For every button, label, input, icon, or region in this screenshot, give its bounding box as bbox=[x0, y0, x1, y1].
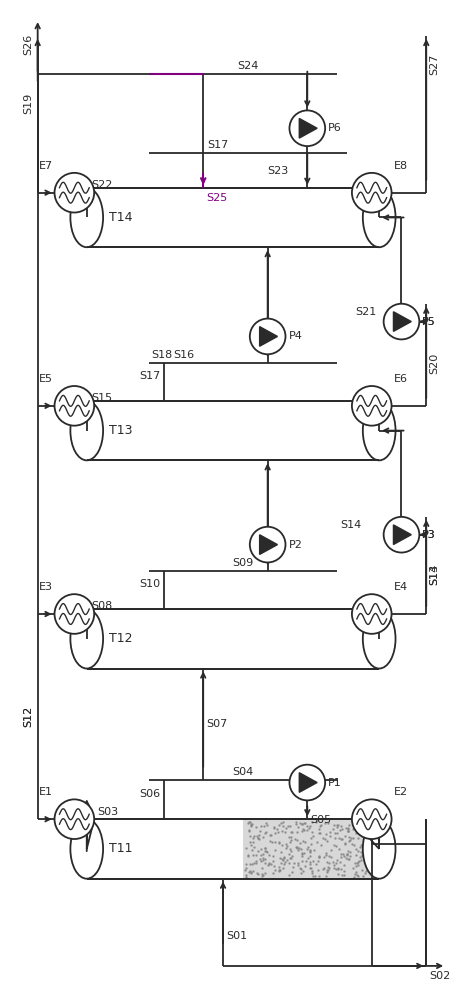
Text: E6: E6 bbox=[394, 374, 408, 384]
Circle shape bbox=[250, 319, 286, 354]
Text: S12: S12 bbox=[24, 706, 34, 727]
Bar bbox=[87, 819, 379, 879]
Circle shape bbox=[54, 173, 94, 213]
Text: S08: S08 bbox=[92, 601, 113, 611]
Text: P6: P6 bbox=[328, 123, 342, 133]
Text: S14: S14 bbox=[340, 520, 362, 530]
Text: E7: E7 bbox=[39, 161, 53, 171]
Text: E4: E4 bbox=[394, 582, 408, 592]
Text: T14: T14 bbox=[109, 211, 133, 224]
Ellipse shape bbox=[363, 609, 395, 669]
Ellipse shape bbox=[70, 609, 103, 669]
Text: S17: S17 bbox=[139, 371, 161, 381]
Text: S12: S12 bbox=[24, 706, 34, 727]
Text: S18: S18 bbox=[152, 350, 173, 360]
Text: S27: S27 bbox=[429, 53, 439, 75]
Polygon shape bbox=[260, 327, 277, 346]
Text: S23: S23 bbox=[268, 166, 289, 176]
Text: S19: S19 bbox=[24, 93, 34, 114]
Text: S06: S06 bbox=[139, 789, 161, 799]
Bar bbox=[87, 609, 379, 669]
Text: P1: P1 bbox=[328, 778, 342, 788]
Text: S21: S21 bbox=[355, 307, 377, 317]
Circle shape bbox=[290, 765, 325, 800]
Ellipse shape bbox=[70, 819, 103, 879]
Ellipse shape bbox=[70, 188, 103, 247]
Circle shape bbox=[384, 517, 419, 553]
Text: S03: S03 bbox=[97, 807, 118, 817]
Text: S02: S02 bbox=[429, 971, 450, 981]
Text: E2: E2 bbox=[394, 787, 408, 797]
Text: P5: P5 bbox=[422, 317, 436, 327]
Text: S13: S13 bbox=[429, 564, 439, 585]
Polygon shape bbox=[394, 525, 411, 545]
Ellipse shape bbox=[363, 819, 395, 879]
Circle shape bbox=[352, 594, 391, 634]
Circle shape bbox=[352, 386, 391, 426]
Text: S17: S17 bbox=[207, 140, 229, 150]
Circle shape bbox=[54, 594, 94, 634]
Polygon shape bbox=[260, 535, 277, 554]
Text: P4: P4 bbox=[288, 331, 302, 341]
Text: S05: S05 bbox=[310, 815, 331, 825]
Circle shape bbox=[352, 799, 391, 839]
Circle shape bbox=[352, 173, 391, 213]
Text: P3: P3 bbox=[422, 530, 436, 540]
Circle shape bbox=[54, 799, 94, 839]
Text: S20: S20 bbox=[429, 353, 439, 374]
Text: S04: S04 bbox=[232, 767, 253, 777]
Bar bbox=[243, 819, 371, 879]
Circle shape bbox=[290, 110, 325, 146]
Text: S24: S24 bbox=[237, 61, 258, 71]
Text: T11: T11 bbox=[109, 842, 133, 855]
Text: P5: P5 bbox=[422, 317, 436, 327]
Polygon shape bbox=[299, 773, 317, 792]
Text: S26: S26 bbox=[24, 33, 34, 55]
Polygon shape bbox=[394, 312, 411, 331]
Text: S09: S09 bbox=[232, 558, 253, 568]
Polygon shape bbox=[299, 118, 317, 138]
Text: S25: S25 bbox=[206, 193, 227, 203]
Ellipse shape bbox=[363, 401, 395, 460]
Text: E3: E3 bbox=[39, 582, 53, 592]
Text: E1: E1 bbox=[39, 787, 53, 797]
Text: S16: S16 bbox=[173, 350, 194, 360]
Circle shape bbox=[384, 304, 419, 339]
Bar bbox=[87, 188, 379, 247]
Ellipse shape bbox=[363, 188, 395, 247]
Text: T13: T13 bbox=[109, 424, 133, 437]
Circle shape bbox=[250, 527, 286, 562]
Text: S01: S01 bbox=[226, 931, 247, 941]
Text: S22: S22 bbox=[92, 180, 113, 190]
Text: P3: P3 bbox=[422, 530, 436, 540]
Ellipse shape bbox=[70, 401, 103, 460]
Text: P2: P2 bbox=[288, 540, 302, 550]
Text: S10: S10 bbox=[139, 579, 161, 589]
Circle shape bbox=[54, 386, 94, 426]
Bar bbox=[87, 401, 379, 460]
Text: E8: E8 bbox=[394, 161, 408, 171]
Text: S07: S07 bbox=[206, 719, 227, 729]
Text: E5: E5 bbox=[39, 374, 53, 384]
Text: S14: S14 bbox=[429, 564, 439, 585]
Text: S15: S15 bbox=[92, 393, 113, 403]
Text: T12: T12 bbox=[109, 632, 133, 645]
